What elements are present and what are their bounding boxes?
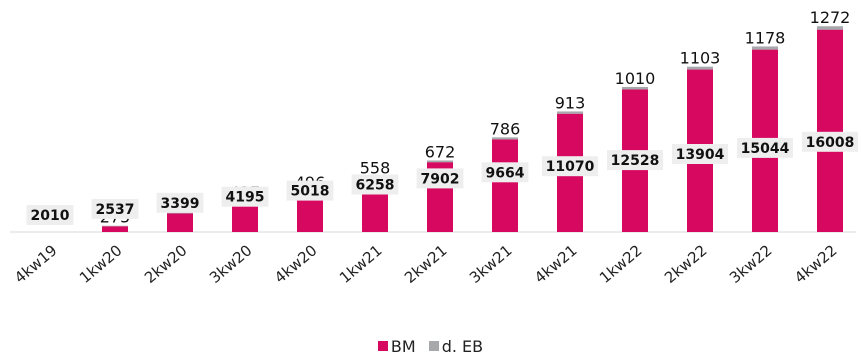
legend-swatch-bm [377, 341, 388, 351]
category-label: 2kw21 [401, 241, 451, 287]
bar-eb [102, 225, 128, 227]
bar-eb [752, 46, 778, 50]
eb-series [102, 26, 843, 227]
bm-value-label: 2537 [96, 202, 135, 218]
total-label: 1178 [745, 28, 786, 47]
bm-value-label: 7902 [421, 171, 460, 187]
category-label: 1kw20 [76, 241, 126, 287]
bar-bm [232, 202, 258, 232]
bm-label-background [221, 186, 269, 207]
bm-value-label: 4195 [226, 190, 265, 206]
legend-item-bm: BM [377, 336, 416, 356]
bm-value-label: 15044 [741, 141, 790, 157]
bm-series [102, 29, 843, 233]
total-label: 672 [425, 142, 456, 161]
total-label: 1272 [810, 8, 851, 27]
bar-bm [817, 29, 843, 233]
bar-eb [492, 137, 518, 140]
category-label: 3kw22 [726, 241, 776, 287]
legend-label-bm: BM [390, 336, 416, 356]
bar-eb [167, 212, 193, 214]
bm-label-background [416, 168, 464, 189]
bm-value-label: 9664 [486, 165, 525, 181]
bm-label-background [26, 205, 74, 225]
legend: BM d. EB [0, 336, 861, 356]
category-label: 2kw20 [141, 241, 191, 287]
bm-label-background [481, 162, 529, 183]
category-label: 1kw21 [336, 241, 386, 287]
legend-label-eb: d. EB [441, 336, 484, 356]
total-label: 1103 [680, 49, 721, 68]
legend-swatch-eb [428, 341, 439, 351]
category-labels: 4kw19 1kw20 2kw20 3kw20 4kw20 1kw21 2kw21 3kw21… [11, 241, 841, 287]
bar-bm [167, 213, 193, 232]
bar-eb [687, 66, 713, 70]
bm-label-background [156, 192, 204, 213]
bm-label-background [351, 174, 399, 195]
total-label: 558 [360, 158, 391, 177]
bm-label-background [542, 156, 598, 177]
bm-label-background [607, 150, 663, 171]
bm-value-labels: 2010 2537 3399 4195 5018 6258 7902 9664 11070 125… [26, 131, 858, 225]
bar-eb [557, 111, 583, 114]
bm-label-background [91, 198, 139, 219]
bm-value-label: 5018 [291, 184, 330, 200]
bar-chart: 2753514374965586727869131010110311781272… [10, 8, 858, 287]
bar-bm [102, 226, 128, 232]
total-labels: 2753514374965586727869131010110311781272 [100, 8, 851, 226]
category-label: 4kw20 [271, 241, 321, 287]
category-label: 2kw22 [661, 241, 711, 287]
bm-value-label: 12528 [611, 153, 660, 169]
bar-eb [622, 86, 648, 90]
bm-value-label: 13904 [676, 147, 725, 163]
bar-eb [427, 160, 453, 163]
category-label: 3kw20 [206, 241, 256, 287]
bm-value-label: 11070 [546, 159, 595, 175]
category-label: 4kw21 [531, 241, 581, 287]
bm-label-background [737, 137, 793, 158]
total-label: 786 [490, 119, 521, 138]
bar-bm [492, 139, 518, 232]
bm-label-background [286, 180, 334, 201]
category-label: 1kw22 [596, 241, 646, 287]
bm-value-label: 2010 [31, 208, 70, 224]
legend-item-eb: d. EB [428, 336, 484, 356]
total-label: 1010 [615, 69, 656, 88]
bar-eb [817, 26, 843, 30]
category-label: 3kw21 [466, 241, 516, 287]
category-label: 4kw19 [11, 241, 61, 287]
bm-label-background [802, 131, 858, 152]
bm-value-label: 6258 [356, 178, 395, 194]
bm-value-label: 3399 [161, 196, 200, 212]
category-label: 4kw22 [791, 241, 841, 287]
total-label: 913 [555, 93, 586, 112]
bm-value-label: 16008 [806, 135, 855, 151]
bm-label-background [672, 144, 728, 164]
